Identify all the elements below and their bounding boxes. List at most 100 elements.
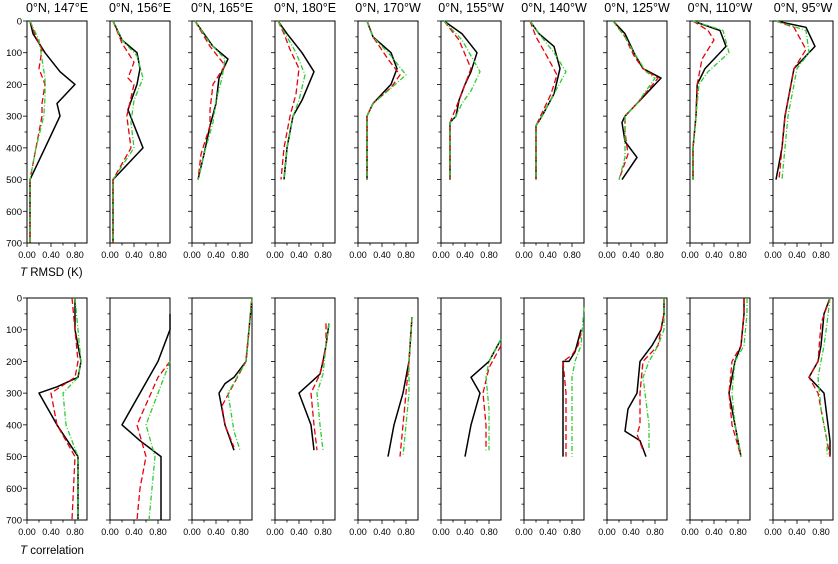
series-line-2 (310, 323, 327, 451)
x-tick-label: 0.40 (788, 527, 806, 537)
series-line-1 (562, 329, 582, 457)
panel-title-5: 0°N, 170°W (355, 1, 421, 15)
panel-frame (26, 20, 88, 244)
series-line-3 (775, 20, 810, 180)
panel-frame (689, 20, 751, 244)
panel-r2-6: 0.00 0.40 0.80 (432, 297, 502, 537)
series-line-1 (612, 20, 662, 181)
x-tick-label: 0.40 (373, 527, 391, 537)
series-line-1 (728, 298, 745, 457)
panel-r1-10: 0°N, 95°W 0.00 0.40 0.80 (764, 1, 834, 260)
series-line-3 (529, 20, 567, 180)
series-line-2 (612, 20, 659, 180)
y-tick-label: 300 (6, 389, 22, 400)
x-tick-label: 0.40 (456, 250, 474, 260)
y-tick-label: 600 (6, 207, 22, 218)
panel-frame (109, 20, 171, 244)
series-line-1 (38, 298, 82, 520)
y-tick-label: 300 (6, 112, 22, 123)
series-line-2 (136, 361, 171, 521)
x-tick-label: 0.00 (515, 527, 533, 537)
series-line-2 (194, 20, 226, 180)
panel-r1-2: 0°N, 156°E 0.00 0.40 0.80 (101, 1, 171, 260)
x-tick-label: 0.40 (456, 527, 474, 537)
series-line-2 (50, 297, 79, 521)
x-tick-label: 0.40 (622, 527, 640, 537)
series-line-1 (121, 313, 171, 520)
x-tick-label: 0.00 (598, 527, 616, 537)
x-tick-label: 0.80 (563, 250, 581, 260)
panel-r1-4: 0°N, 180°E 0.00 0.40 0.80 (266, 1, 336, 260)
y-tick-label: 200 (6, 357, 22, 368)
series-line-1 (112, 20, 144, 243)
series-line-3 (612, 20, 656, 180)
series-line-2 (636, 298, 665, 451)
x-tick-label: 0.40 (207, 250, 225, 260)
x-tick-label: 0.00 (183, 250, 201, 260)
x-tick-label: 0.40 (207, 527, 225, 537)
panel-r1-7: 0°N, 140°W 0.00 0.40 0.80 (515, 1, 587, 260)
series-line-2 (277, 20, 300, 180)
x-tick-label: 0.00 (266, 250, 284, 260)
y-tick-label: 200 (6, 80, 22, 91)
x-tick-label: 0.00 (18, 527, 36, 537)
x-tick-label: 0.00 (681, 527, 699, 537)
panel-r2-2: 0.00 0.40 0.80 (101, 297, 171, 537)
panel-frame (689, 297, 751, 521)
y-tick-label: 400 (6, 143, 22, 154)
x-tick-label: 0.80 (66, 527, 84, 537)
x-tick-label: 0.40 (290, 527, 308, 537)
x-tick-label: 0.40 (622, 250, 640, 260)
panel-r2-8: 0.00 0.40 0.80 (598, 297, 668, 537)
series-line-2 (482, 345, 502, 451)
y-tick-label: 100 (6, 48, 22, 59)
x-tick-label: 0.00 (432, 250, 450, 260)
x-tick-label: 0.00 (349, 250, 367, 260)
x-tick-label: 0.80 (231, 527, 249, 537)
series-line-2 (29, 20, 46, 243)
series-line-3 (817, 297, 831, 457)
x-tick-label: 0.40 (705, 527, 723, 537)
row2-xlabel: T correlation (20, 545, 84, 557)
x-tick-label: 0.40 (42, 250, 60, 260)
panel-r2-5: 0.00 0.40 0.80 (349, 297, 419, 537)
series-line-1 (366, 20, 398, 180)
panel-frame (274, 20, 336, 244)
y-tick-label: 100 (6, 325, 22, 336)
x-tick-label: 0.00 (101, 250, 119, 260)
series-line-3 (29, 20, 46, 243)
x-tick-label: 0.00 (101, 527, 119, 537)
panel-title-1: 0°N, 147°E (26, 1, 88, 15)
panel-frame (440, 297, 502, 521)
y-tick-label: 0 (17, 294, 22, 305)
x-tick-label: 0.40 (290, 250, 308, 260)
series-line-2 (728, 298, 745, 457)
series-line-3 (642, 298, 665, 451)
x-tick-label: 0.80 (397, 527, 415, 537)
x-tick-label: 0.80 (729, 527, 747, 537)
x-tick-label: 0.80 (314, 250, 332, 260)
panel-r1-3: 0°N, 165°E 0.00 0.40 0.80 (183, 1, 253, 260)
series-line-3 (194, 20, 226, 180)
y-tick-label: 500 (6, 175, 22, 186)
panel-frame (606, 297, 668, 521)
series-line-3 (366, 20, 407, 180)
x-tick-label: 0.00 (598, 250, 616, 260)
x-tick-label: 0.40 (42, 527, 60, 537)
series-line-2 (775, 20, 807, 180)
y-tick-label: 400 (6, 420, 22, 431)
x-tick-label: 0.40 (788, 250, 806, 260)
panel-frame (606, 20, 668, 244)
series-line-3 (485, 338, 502, 451)
x-tick-label: 0.00 (432, 527, 450, 537)
panel-frame (772, 297, 834, 521)
x-tick-label: 0.00 (266, 527, 284, 537)
x-tick-label: 0.80 (729, 250, 747, 260)
x-tick-label: 0.80 (646, 250, 664, 260)
x-tick-label: 0.80 (480, 527, 498, 537)
x-tick-label: 0.80 (563, 527, 581, 537)
